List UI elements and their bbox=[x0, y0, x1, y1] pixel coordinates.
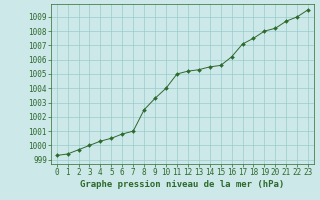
X-axis label: Graphe pression niveau de la mer (hPa): Graphe pression niveau de la mer (hPa) bbox=[80, 180, 284, 189]
